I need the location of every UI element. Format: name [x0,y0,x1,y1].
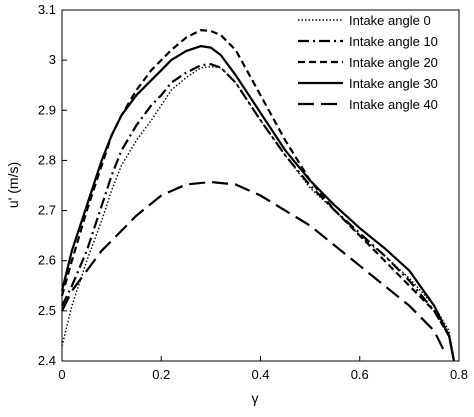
series-line-2 [61,63,456,362]
y-tick-label: 2.8 [38,152,56,167]
legend-label: Intake angle 20 [349,55,438,70]
x-axis-label: γ [252,390,259,406]
y-tick-label: 2.7 [38,203,56,218]
legend-label: Intake angle 10 [349,34,438,49]
x-axis-ticks: 0 0.2 0.4 0.6 0.8 [58,356,468,382]
legend-label: Intake angle 40 [349,97,438,112]
x-tick-label: 0.2 [152,367,170,382]
series-lines [60,29,456,362]
y-axis-ticks: 2.4 2.5 2.6 2.7 2.8 2.9 3 3.1 [38,2,67,368]
legend-label: Intake angle 30 [349,76,438,91]
x-tick-label: 0.8 [450,367,468,382]
y-tick-label: 2.4 [38,353,56,368]
legend: Intake angle 0 Intake angle 10 Intake angl… [298,13,438,112]
y-tick-label: 2.6 [38,253,56,268]
x-tick-label: 0 [58,367,65,382]
x-tick-label: 0.6 [351,367,369,382]
y-tick-label: 3.1 [38,2,56,17]
y-axis-label: u' (m/s) [5,162,21,208]
y-tick-label: 3 [49,52,56,67]
series-line-4 [60,44,456,362]
series-line-5 [61,180,446,352]
legend-label: Intake angle 0 [349,13,431,28]
y-tick-label: 2.9 [38,102,56,117]
y-tick-label: 2.5 [38,303,56,318]
x-tick-label: 0.4 [251,367,269,382]
